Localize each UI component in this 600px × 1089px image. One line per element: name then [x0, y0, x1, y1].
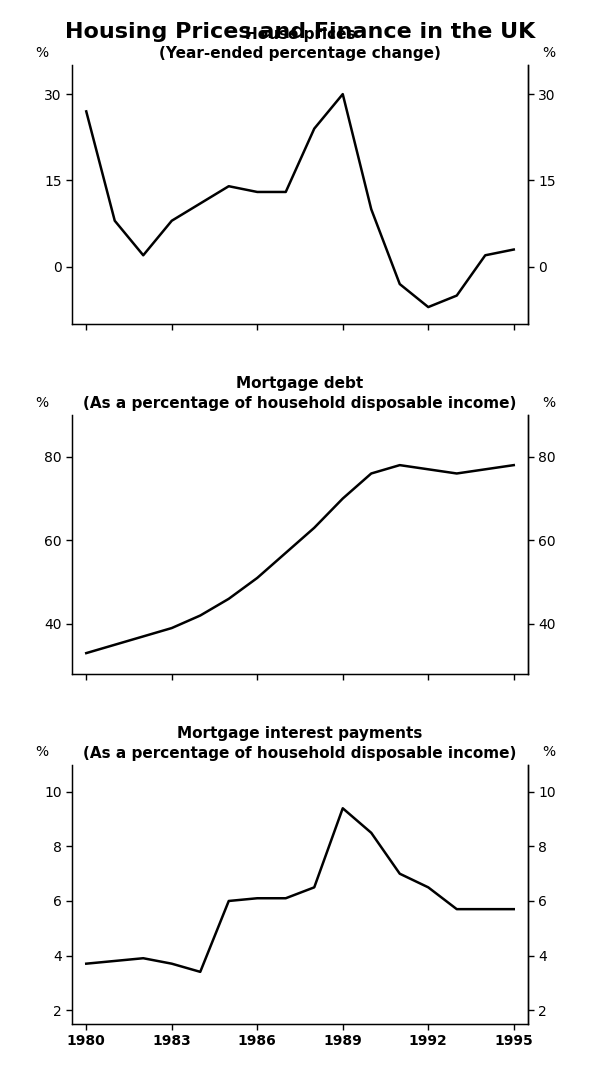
Title: Mortgage interest payments
(As a percentage of household disposable income): Mortgage interest payments (As a percent… — [83, 726, 517, 761]
Text: %: % — [542, 46, 556, 60]
Title: Mortgage debt
(As a percentage of household disposable income): Mortgage debt (As a percentage of househ… — [83, 377, 517, 411]
Text: %: % — [542, 746, 556, 759]
Text: %: % — [542, 395, 556, 409]
Title: House prices
(Year-ended percentage change): House prices (Year-ended percentage chan… — [159, 26, 441, 61]
Text: %: % — [35, 395, 49, 409]
Text: %: % — [35, 746, 49, 759]
Text: %: % — [35, 46, 49, 60]
Text: Housing Prices and Finance in the UK: Housing Prices and Finance in the UK — [65, 22, 535, 41]
